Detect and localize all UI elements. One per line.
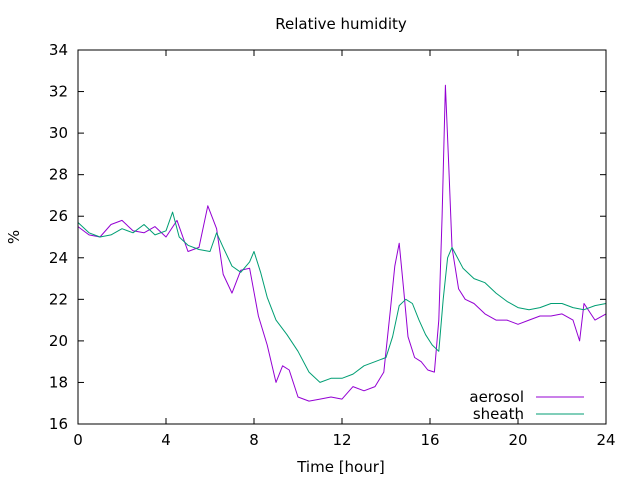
x-tick-label: 12	[332, 431, 351, 449]
x-tick-label: 4	[161, 431, 171, 449]
y-tick-label: 28	[49, 166, 68, 184]
y-tick-label: 22	[49, 290, 68, 308]
series-line-sheath	[77, 211, 607, 383]
y-axis-label: %	[5, 230, 23, 244]
plot-frame	[77, 49, 607, 425]
y-tick-label: 24	[49, 249, 68, 267]
y-tick-label: 18	[49, 373, 68, 391]
series-layer	[77, 84, 607, 402]
x-axis-label: Time [hour]	[296, 458, 385, 476]
x-tick-label: 24	[596, 431, 615, 449]
y-tick-label: 26	[49, 207, 68, 225]
y-tick-label: 16	[49, 415, 68, 433]
y-tick-label: 20	[49, 332, 68, 350]
series-line-aerosol	[77, 84, 607, 402]
legend-label-aerosol: aerosol	[469, 388, 524, 406]
chart-title: Relative humidity	[275, 15, 407, 33]
x-tick-label: 0	[73, 431, 83, 449]
y-tick-label: 30	[49, 124, 68, 142]
legend-label-sheath: sheath	[473, 405, 524, 423]
x-tick-label: 20	[508, 431, 527, 449]
y-tick-label: 32	[49, 83, 68, 101]
ticks-layer: 0 4 8 12 16 20 24 16 18 20 22 24 26 28 30 32 34	[49, 41, 616, 449]
y-tick-label: 34	[49, 41, 68, 59]
x-tick-label: 8	[249, 431, 259, 449]
x-tick-label: 16	[420, 431, 439, 449]
